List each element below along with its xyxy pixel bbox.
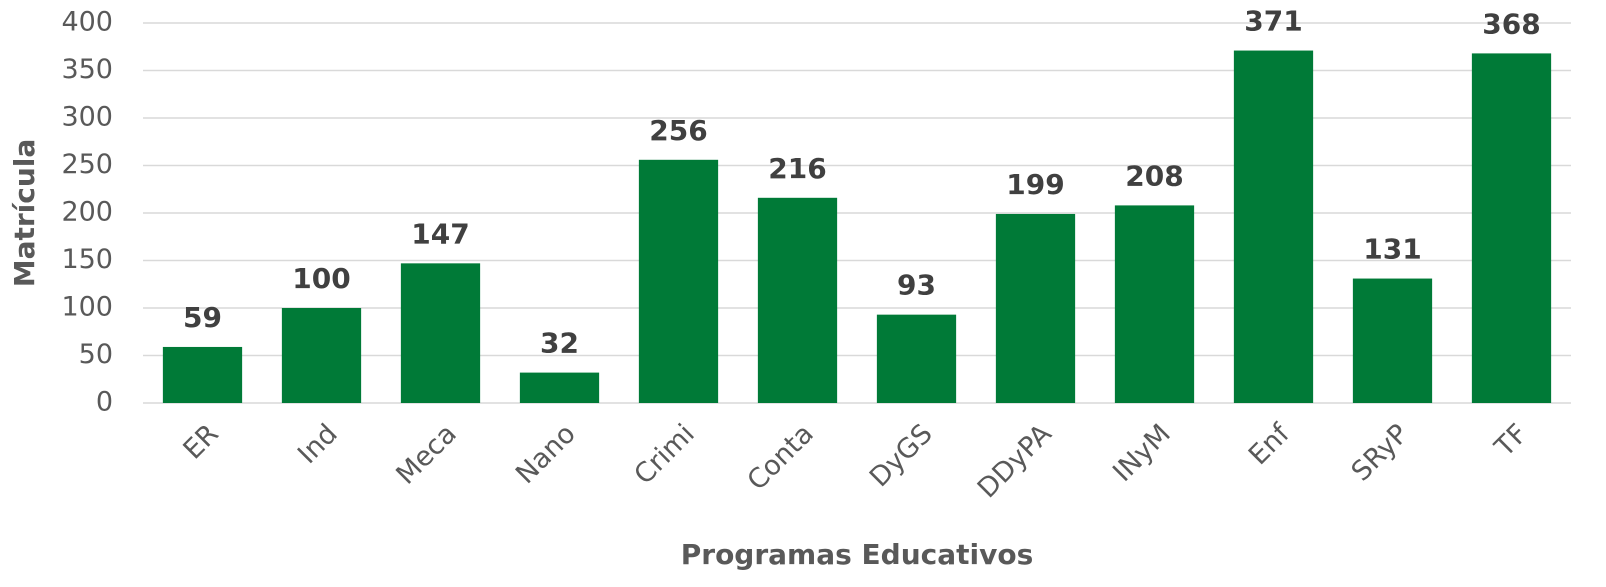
x-tick-label: Enf (1243, 417, 1297, 471)
data-label: 59 (183, 301, 222, 334)
bar (1233, 50, 1314, 404)
x-tick-label: INyM (1107, 418, 1177, 488)
y-tick-label: 0 (96, 387, 113, 418)
y-tick-label: 150 (61, 244, 113, 275)
y-tick-label: 350 (61, 54, 113, 85)
y-tick-label: 400 (61, 7, 113, 38)
data-label: 256 (649, 114, 707, 147)
bar (1352, 278, 1433, 403)
data-label: 208 (1125, 159, 1183, 192)
bar (995, 213, 1076, 403)
y-tick-label: 50 (79, 339, 113, 370)
y-tick-label: 100 (61, 292, 113, 323)
x-tick-label: Crimi (628, 418, 700, 490)
x-tick-label: Meca (390, 418, 462, 490)
x-axis-title: Programas Educativos (681, 538, 1034, 571)
x-tick-label: Conta (742, 418, 820, 496)
y-tick-label: 250 (61, 149, 113, 180)
data-label: 93 (897, 269, 936, 302)
bar (638, 159, 719, 403)
y-tick-label: 200 (61, 197, 113, 228)
data-label: 371 (1244, 5, 1302, 38)
bar (400, 263, 481, 403)
x-tick-label: SRyP (1346, 418, 1415, 487)
y-axis-title: Matrícula (8, 139, 41, 288)
bar (1471, 53, 1552, 404)
data-label: 199 (1006, 168, 1064, 201)
x-tick-label: DyGS (864, 418, 939, 493)
bar (1114, 205, 1195, 403)
y-tick-label: 300 (61, 102, 113, 133)
bar (757, 197, 838, 403)
data-label: 131 (1363, 233, 1421, 266)
data-label: 368 (1482, 7, 1540, 40)
data-label: 216 (768, 152, 826, 185)
data-label: 100 (292, 262, 350, 295)
bar (281, 308, 362, 403)
bar (162, 346, 243, 403)
bar (519, 372, 600, 403)
x-tick-label: Ind (292, 418, 344, 470)
x-tick-label: ER (177, 418, 224, 465)
data-label: 147 (411, 217, 469, 250)
bar (876, 314, 957, 403)
data-label: 32 (540, 327, 579, 360)
x-tick-label: DDyPA (972, 418, 1058, 504)
x-tick-label: Nano (510, 418, 582, 490)
x-tick-label: TF (1488, 418, 1533, 463)
